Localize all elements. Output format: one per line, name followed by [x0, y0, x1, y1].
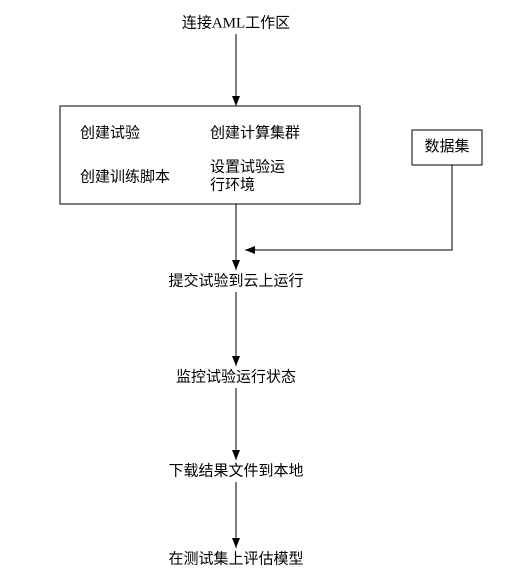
- svg-text:创建训练脚本: 创建训练脚本: [80, 168, 170, 185]
- svg-text:创建计算集群: 创建计算集群: [210, 123, 300, 141]
- svg-text:提交试验到云上运行: 提交试验到云上运行: [168, 271, 303, 289]
- svg-text:设置试验运: 设置试验运: [210, 158, 285, 175]
- svg-text:数据集: 数据集: [424, 138, 469, 155]
- svg-text:行环境: 行环境: [210, 175, 255, 193]
- svg-text:在测试集上评估模型: 在测试集上评估模型: [168, 550, 303, 567]
- svg-text:监控试验运行状态: 监控试验运行状态: [176, 368, 296, 385]
- svg-text:创建试验: 创建试验: [80, 124, 140, 141]
- svg-text:下载结果文件到本地: 下载结果文件到本地: [168, 462, 303, 479]
- svg-text:连接AML工作区: 连接AML工作区: [182, 14, 290, 31]
